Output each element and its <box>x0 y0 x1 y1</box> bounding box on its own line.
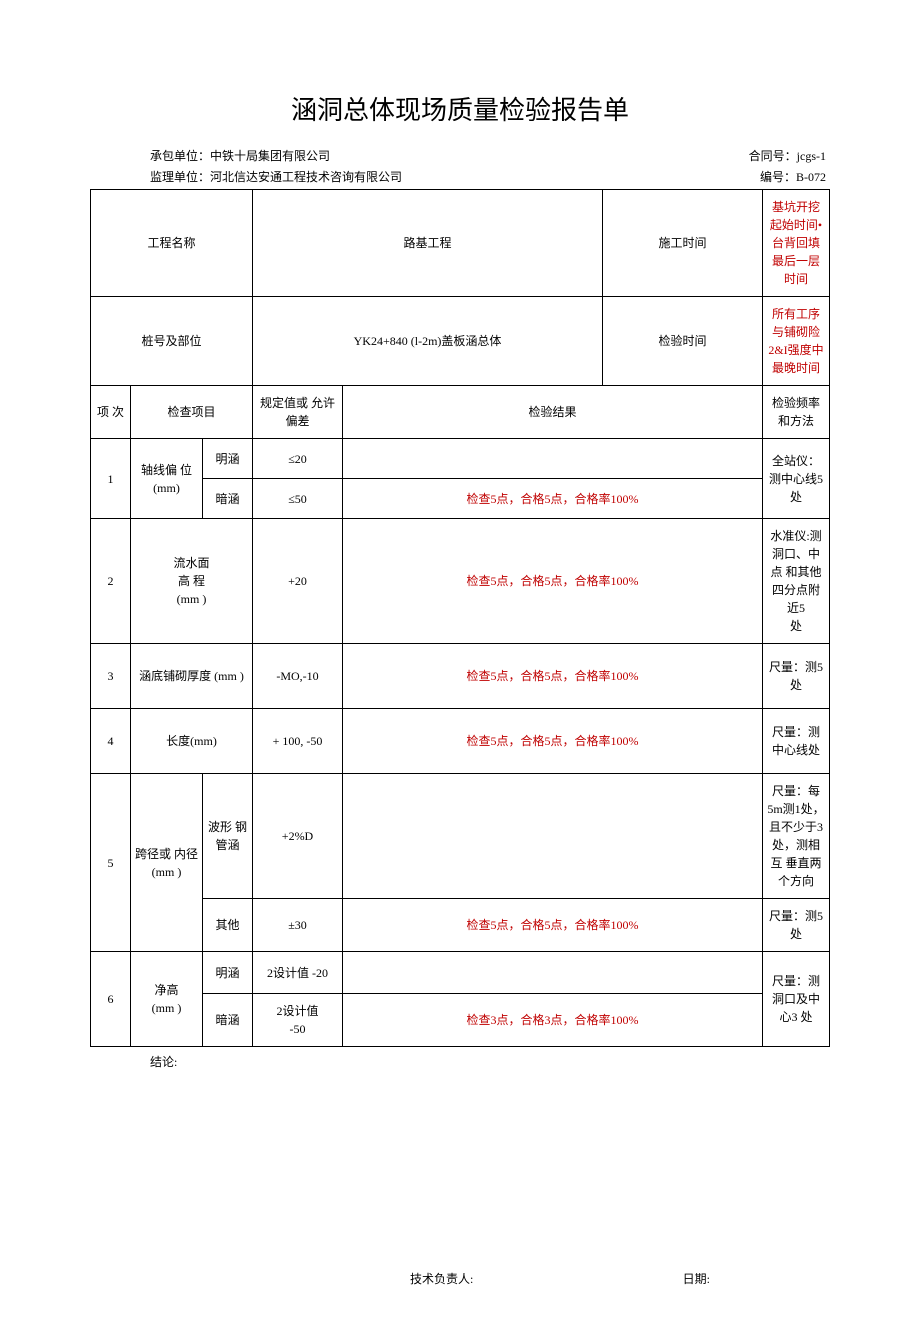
r6-spec2: 2设计值 -50 <box>253 994 343 1047</box>
th-seq: 项 次 <box>91 386 131 439</box>
r5-spec1: +2%D <box>253 774 343 899</box>
r5-result1 <box>343 774 763 899</box>
r1-result1 <box>343 439 763 479</box>
contractor-label: 承包单位： <box>150 149 210 163</box>
r1-spec2: ≤50 <box>253 479 343 519</box>
r5-result2: 检查5点，合格5点，合格率100% <box>343 899 763 952</box>
contract-no-label: 合同号： <box>749 149 797 163</box>
r5-item: 跨径或 内径 (mm ) <box>131 774 203 952</box>
conclusion-label: 结论: <box>90 1047 830 1070</box>
construction-time-label: 施工时间 <box>603 190 763 297</box>
inspection-table: 工程名称 路基工程 施工时间 基坑开挖起始时间•台背回填最后一层时间 桩号及部位… <box>90 189 830 1047</box>
date-label: 日期: <box>683 1270 710 1287</box>
contract-no-value: jcgs-1 <box>797 149 826 163</box>
r4-spec: + 100, -50 <box>253 709 343 774</box>
th-spec: 规定值或 允许偏差 <box>253 386 343 439</box>
r5-sub2: 其他 <box>203 899 253 952</box>
doc-no-value: B-072 <box>796 170 826 184</box>
r6-item: 净高 (mm ) <box>131 952 203 1047</box>
info-row-1: 工程名称 路基工程 施工时间 基坑开挖起始时间•台背回填最后一层时间 <box>91 190 830 297</box>
r4-result: 检查5点，合格5点，合格率100% <box>343 709 763 774</box>
doc-no-info: 编号：B-072 <box>760 168 826 185</box>
tech-leader-label: 技术负责人: <box>410 1270 473 1287</box>
inspect-time-label: 检验时间 <box>603 297 763 386</box>
page-title: 涵洞总体现场质量检验报告单 <box>90 90 830 127</box>
r6-sub1: 明涵 <box>203 952 253 994</box>
header-row-1: 承包单位：中铁十局集团有限公司 合同号：jcgs-1 <box>90 147 830 164</box>
r2-spec: +20 <box>253 519 343 644</box>
inspect-time-value: 所有工序与铺砌险2&I强度中最晚时间 <box>763 297 830 386</box>
r6-spec1: 2设计值 -20 <box>253 952 343 994</box>
supervisor-value: 河北信达安通工程技术咨询有限公司 <box>210 170 402 184</box>
r1-result2: 检查5点，合格5点，合格率100% <box>343 479 763 519</box>
table-row: 3 涵底铺砌厚度 (mm ) -MO,-10 检查5点，合格5点，合格率100%… <box>91 644 830 709</box>
r6-method: 尺量：测洞口及中心3 处 <box>763 952 830 1047</box>
r2-method: 水准仪:测洞口、中点 和其他四分点附近5 处 <box>763 519 830 644</box>
table-row: 1 轴线偏 位(mm) 明涵 ≤20 全站仪：测中心线5 处 <box>91 439 830 479</box>
r1-sub2: 暗涵 <box>203 479 253 519</box>
r6-result1 <box>343 952 763 994</box>
table-row: 4 长度(mm) + 100, -50 检查5点，合格5点，合格率100% 尺量… <box>91 709 830 774</box>
contract-no-info: 合同号：jcgs-1 <box>749 147 826 164</box>
r1-seq: 1 <box>91 439 131 519</box>
r4-item: 长度(mm) <box>131 709 253 774</box>
th-check-item: 检查项目 <box>131 386 253 439</box>
r3-seq: 3 <box>91 644 131 709</box>
r3-method: 尺量：测5处 <box>763 644 830 709</box>
table-header-row: 项 次 检查项目 规定值或 允许偏差 检验结果 检验频率和方法 <box>91 386 830 439</box>
table-row: 6 净高 (mm ) 明涵 2设计值 -20 尺量：测洞口及中心3 处 <box>91 952 830 994</box>
r1-method: 全站仪：测中心线5 处 <box>763 439 830 519</box>
r1-sub1: 明涵 <box>203 439 253 479</box>
r5-method1: 尺量：每5m测1处， 且不少于3处，测相互 垂直两个方向 <box>763 774 830 899</box>
supervisor-info: 监理单位：河北信达安通工程技术咨询有限公司 <box>150 168 402 185</box>
project-name-value: 路基工程 <box>253 190 603 297</box>
r6-seq: 6 <box>91 952 131 1047</box>
supervisor-label: 监理单位： <box>150 170 210 184</box>
r1-spec1: ≤20 <box>253 439 343 479</box>
r4-method: 尺量：测中心线处 <box>763 709 830 774</box>
r5-spec2: ±30 <box>253 899 343 952</box>
r6-result2: 检查3点，合格3点，合格率100% <box>343 994 763 1047</box>
r5-method2: 尺量：测5处 <box>763 899 830 952</box>
header-row-2: 监理单位：河北信达安通工程技术咨询有限公司 编号：B-072 <box>90 168 830 185</box>
r2-seq: 2 <box>91 519 131 644</box>
r3-spec: -MO,-10 <box>253 644 343 709</box>
r2-result: 检查5点，合格5点，合格率100% <box>343 519 763 644</box>
th-method: 检验频率和方法 <box>763 386 830 439</box>
r2-item: 流水面 高 程 (mm ) <box>131 519 253 644</box>
th-result: 检验结果 <box>343 386 763 439</box>
r1-item: 轴线偏 位(mm) <box>131 439 203 519</box>
info-row-2: 桩号及部位 YK24+840 (l-2m)盖板涵总体 检验时间 所有工序与铺砌险… <box>91 297 830 386</box>
doc-no-label: 编号： <box>760 170 796 184</box>
r5-seq: 5 <box>91 774 131 952</box>
r6-sub2: 暗涵 <box>203 994 253 1047</box>
pile-value: YK24+840 (l-2m)盖板涵总体 <box>253 297 603 386</box>
pile-label: 桩号及部位 <box>91 297 253 386</box>
table-row: 5 跨径或 内径 (mm ) 波形 钢管涵 +2%D 尺量：每5m测1处， 且不… <box>91 774 830 899</box>
r5-sub1: 波形 钢管涵 <box>203 774 253 899</box>
r4-seq: 4 <box>91 709 131 774</box>
footer-row: 技术负责人: 日期: <box>90 1070 830 1287</box>
contractor-info: 承包单位：中铁十局集团有限公司 <box>150 147 330 164</box>
r3-item: 涵底铺砌厚度 (mm ) <box>131 644 253 709</box>
construction-time-value: 基坑开挖起始时间•台背回填最后一层时间 <box>763 190 830 297</box>
project-name-label: 工程名称 <box>91 190 253 297</box>
table-row: 2 流水面 高 程 (mm ) +20 检查5点，合格5点，合格率100% 水准… <box>91 519 830 644</box>
contractor-value: 中铁十局集团有限公司 <box>210 149 330 163</box>
r3-result: 检查5点，合格5点，合格率100% <box>343 644 763 709</box>
